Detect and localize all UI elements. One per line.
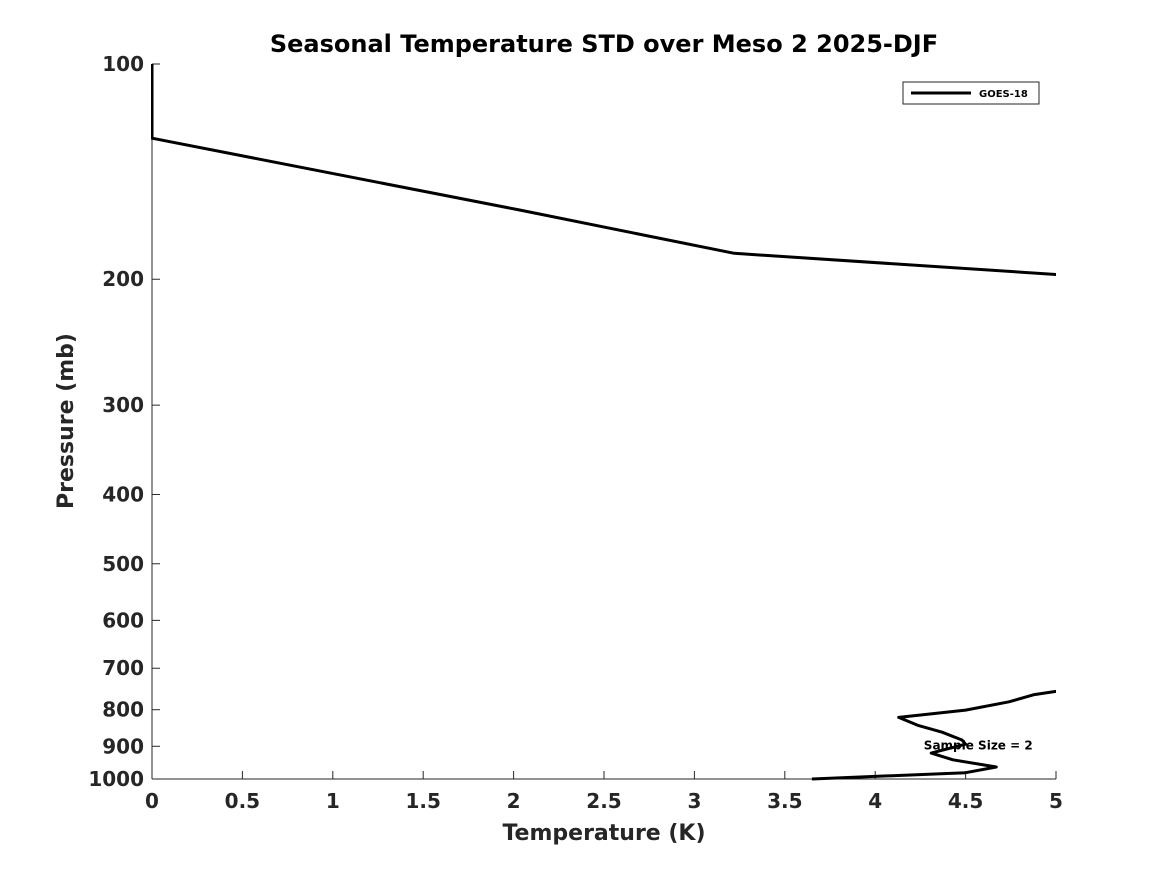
y-ticks: 100 200 300 400 500 600 700 800 900 1000 bbox=[88, 52, 160, 791]
series-line-goes-18 bbox=[151, 64, 1056, 781]
legend-label-goes-18: GOES-18 bbox=[979, 89, 1028, 100]
x-tick-label: 5 bbox=[1049, 789, 1063, 813]
y-tick-label: 300 bbox=[102, 393, 144, 417]
y-tick-label: 800 bbox=[102, 698, 144, 722]
y-tick-label: 500 bbox=[102, 552, 144, 576]
x-tick-label: 3.5 bbox=[767, 789, 802, 813]
x-tick-label: 0 bbox=[145, 789, 159, 813]
y-axis-label: Pressure (mb) bbox=[54, 333, 79, 509]
y-tick-label: 400 bbox=[102, 482, 144, 506]
y-tick-label: 200 bbox=[102, 267, 144, 291]
x-tick-label: 4.5 bbox=[948, 789, 983, 813]
chart-title: Seasonal Temperature STD over Meso 2 202… bbox=[270, 30, 938, 58]
x-tick-label: 3 bbox=[687, 789, 701, 813]
x-tick-label: 2 bbox=[507, 789, 521, 813]
x-tick-label: 1.5 bbox=[405, 789, 440, 813]
x-tick-label: 4 bbox=[868, 789, 882, 813]
y-tick-label: 600 bbox=[102, 608, 144, 632]
y-tick-label: 700 bbox=[102, 656, 144, 680]
x-tick-label: 1 bbox=[326, 789, 340, 813]
y-tick-label: 1000 bbox=[88, 767, 144, 791]
x-axis-label: Temperature (K) bbox=[502, 821, 705, 846]
x-tick-label: 2.5 bbox=[586, 789, 621, 813]
x-ticks: 0 0.5 1 1.5 2 2.5 3 3.5 4 4.5 5 bbox=[145, 771, 1063, 813]
sample-size-annotation: Sample Size = 2 bbox=[924, 739, 1033, 753]
y-tick-label: 100 bbox=[102, 52, 144, 76]
x-tick-label: 0.5 bbox=[225, 789, 260, 813]
y-tick-label: 900 bbox=[102, 734, 144, 758]
legend: GOES-18 bbox=[902, 81, 1040, 105]
